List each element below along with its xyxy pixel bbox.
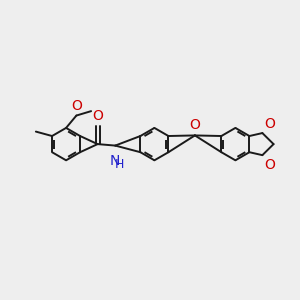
Text: O: O	[92, 110, 103, 124]
Text: O: O	[190, 118, 200, 132]
Text: O: O	[71, 99, 82, 113]
Text: N: N	[110, 154, 120, 168]
Text: O: O	[264, 158, 275, 172]
Text: O: O	[264, 117, 275, 131]
Text: H: H	[115, 158, 124, 171]
